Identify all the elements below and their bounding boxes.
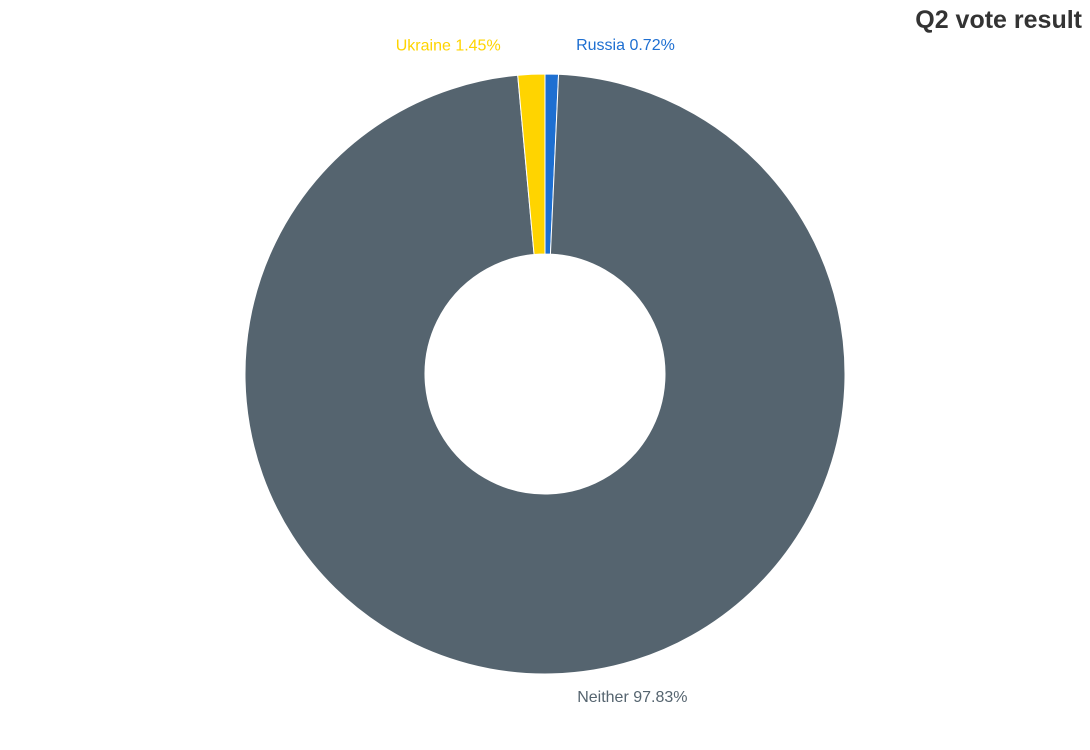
slice-label-ukraine: Ukraine 1.45% <box>396 37 501 54</box>
slice-label-neither: Neither 97.83% <box>577 689 687 706</box>
labels-group: Russia 0.72% Neither 97.83% Ukraine 1.45% <box>396 37 688 706</box>
slice-ukraine[interactable] <box>517 73 546 256</box>
slices-group <box>244 73 846 675</box>
chart-title: Q2 vote result <box>915 6 1082 34</box>
slice-neither[interactable] <box>244 73 846 675</box>
slice-label-russia: Russia 0.72% <box>576 37 675 54</box>
